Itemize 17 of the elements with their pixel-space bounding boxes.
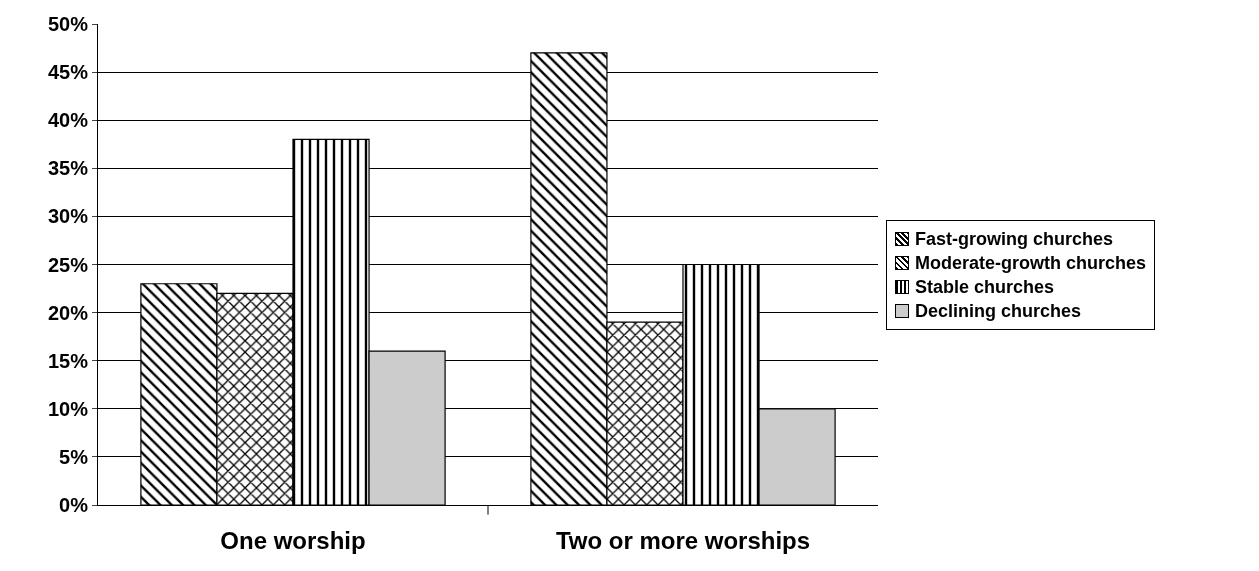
y-tick-label: 50% bbox=[47, 13, 89, 35]
legend-label: Stable churches bbox=[915, 275, 1055, 299]
y-tick-label: 5% bbox=[59, 445, 89, 468]
legend-label: Declining churches bbox=[915, 299, 1082, 323]
y-tick-label: 45% bbox=[47, 61, 89, 84]
x-tick-label: One worship bbox=[220, 526, 366, 554]
y-tick-label: 20% bbox=[47, 301, 89, 324]
y-tick-label: 25% bbox=[47, 253, 89, 276]
y-tick-label: 15% bbox=[47, 349, 89, 372]
y-tick-label: 0% bbox=[59, 494, 89, 516]
y-tick-label: 10% bbox=[47, 397, 89, 420]
y-tick-label: 30% bbox=[47, 205, 89, 228]
y-tick-label: 40% bbox=[47, 109, 89, 132]
x-tick-label: Two or more worships bbox=[555, 526, 811, 554]
legend-label: Moderate-growth churches bbox=[915, 251, 1147, 275]
y-tick-label: 35% bbox=[47, 157, 89, 180]
legend-label: Fast-growing churches bbox=[915, 227, 1114, 251]
